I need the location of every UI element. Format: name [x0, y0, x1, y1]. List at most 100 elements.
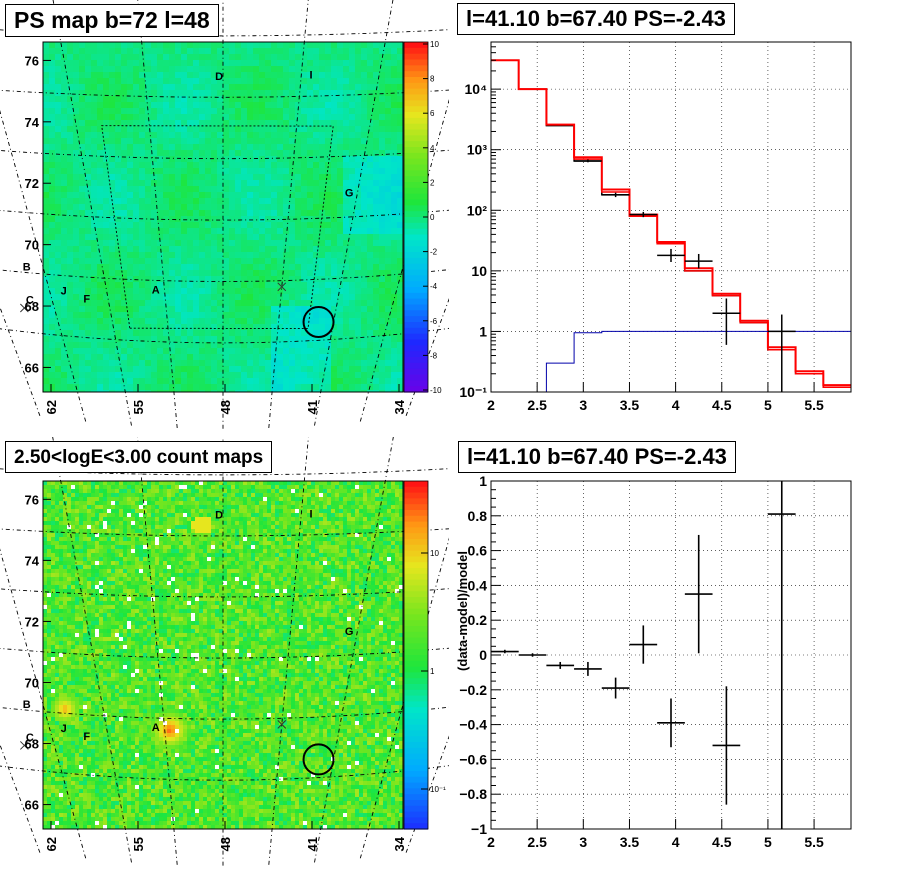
map-pixel [355, 517, 359, 521]
count-map-plot[interactable]: DIGEHKBAJFC767472706866625548413410110⁻¹ [0, 437, 449, 875]
map-pixel [283, 294, 289, 300]
map-pixel [97, 192, 103, 198]
map-pixel [325, 78, 331, 84]
map-pixel [107, 533, 111, 537]
map-pixel [271, 234, 277, 240]
map-pixel [355, 168, 361, 174]
map-pixel [169, 234, 175, 240]
map-pixel [127, 222, 133, 228]
map-pixel [265, 84, 271, 90]
map-pixel [399, 513, 403, 517]
map-pixel [379, 288, 385, 294]
map-pixel [133, 192, 139, 198]
map-pixel [43, 481, 47, 485]
map-pixel [373, 300, 379, 306]
map-pixel [157, 60, 163, 66]
map-pixel [291, 493, 295, 497]
map-pixel [163, 156, 169, 162]
map-pixel [235, 354, 241, 360]
map-pixel [325, 66, 331, 72]
map-pixel [211, 246, 217, 252]
map-pixel [251, 497, 255, 501]
map-pixel [199, 204, 205, 210]
map-pixel [331, 168, 337, 174]
map-pixel [373, 180, 379, 186]
map-pixel [265, 318, 271, 324]
map-pixel [259, 168, 265, 174]
map-pixel [229, 258, 235, 264]
map-pixel [307, 96, 313, 102]
map-pixel [163, 240, 169, 246]
map-pixel [67, 372, 73, 378]
map-pixel [283, 66, 289, 72]
map-pixel [295, 42, 301, 48]
map-pixel [219, 485, 223, 489]
map-pixel [315, 489, 319, 493]
map-pixel [151, 300, 157, 306]
map-pixel [351, 517, 355, 521]
map-pixel [211, 204, 217, 210]
map-pixel [241, 252, 247, 258]
map-pixel [355, 102, 361, 108]
map-pixel [337, 168, 343, 174]
map-pixel [363, 485, 367, 489]
map-pixel [193, 96, 199, 102]
map-pixel [205, 378, 211, 384]
map-pixel [205, 306, 211, 312]
map-pixel [169, 216, 175, 222]
map-pixel [271, 144, 277, 150]
colorbar-segment [404, 152, 428, 160]
map-pixel [385, 132, 391, 138]
map-pixel [103, 501, 107, 505]
map-pixel [163, 222, 169, 228]
map-pixel [379, 282, 385, 288]
map-pixel [99, 521, 103, 525]
map-pixel [193, 336, 199, 342]
map-pixel [199, 270, 205, 276]
map-pixel [73, 96, 79, 102]
map-pixel [363, 525, 367, 529]
map-pixel [85, 54, 91, 60]
map-pixel [73, 204, 79, 210]
map-pixel [157, 372, 163, 378]
map-pixel [307, 42, 313, 48]
map-pixel [253, 132, 259, 138]
map-pixel [43, 521, 47, 525]
map-pixel [103, 156, 109, 162]
map-pixel [109, 378, 115, 384]
map-pixel [211, 78, 217, 84]
map-pixel [265, 270, 271, 276]
map-pixel [193, 108, 199, 114]
map-pixel [91, 60, 97, 66]
map-pixel [395, 509, 399, 513]
map-pixel [121, 228, 127, 234]
map-pixel [115, 42, 121, 48]
map-pixel [229, 42, 235, 48]
map-pixel [373, 390, 379, 392]
map-pixel [253, 90, 259, 96]
map-pixel [295, 489, 299, 493]
map-pixel [127, 330, 133, 336]
map-pixel [247, 54, 253, 60]
map-pixel [379, 150, 385, 156]
map-pixel [349, 126, 355, 132]
map-pixel [247, 180, 253, 186]
map-pixel [211, 252, 217, 258]
ps-map-plot[interactable]: DIGEHKBAJFC76747270686662554841341086420… [0, 0, 449, 437]
map-pixel [323, 481, 327, 485]
map-pixel [397, 354, 403, 360]
map-pixel [347, 493, 351, 497]
map-pixel [79, 529, 83, 533]
map-pixel [205, 60, 211, 66]
map-pixel [175, 533, 179, 537]
map-pixel [349, 252, 355, 258]
map-pixel [231, 501, 235, 505]
map-pixel [397, 60, 403, 66]
map-pixel [79, 258, 85, 264]
map-pixel [163, 204, 169, 210]
map-pixel [211, 521, 215, 525]
map-pixel [59, 497, 63, 501]
map-pixel [67, 505, 71, 509]
map-pixel [331, 120, 337, 126]
